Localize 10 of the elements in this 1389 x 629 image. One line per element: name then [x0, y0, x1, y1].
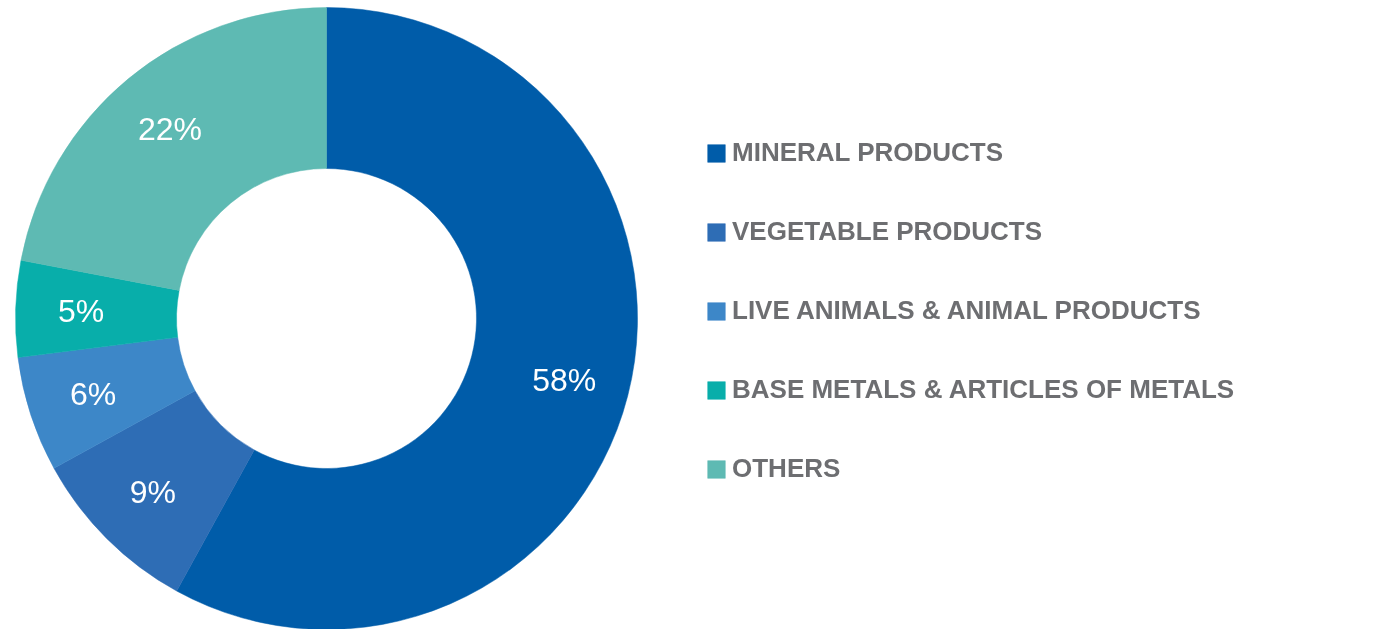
- legend-label: LIVE ANIMALS & ANIMAL PRODUCTS: [732, 295, 1201, 326]
- legend-label: VEGETABLE PRODUCTS: [732, 216, 1043, 247]
- legend-label: BASE METALS & ARTICLES OF METALS: [732, 374, 1235, 405]
- data-label: 9%: [129, 474, 177, 511]
- legend-label: OTHERS: [732, 453, 841, 484]
- data-label: 58%: [532, 361, 597, 398]
- data-label: 22%: [137, 111, 203, 148]
- legend-label: MINERAL PRODUCTS: [732, 137, 1004, 168]
- data-label: 5%: [58, 292, 105, 329]
- data-label: 6%: [69, 376, 117, 413]
